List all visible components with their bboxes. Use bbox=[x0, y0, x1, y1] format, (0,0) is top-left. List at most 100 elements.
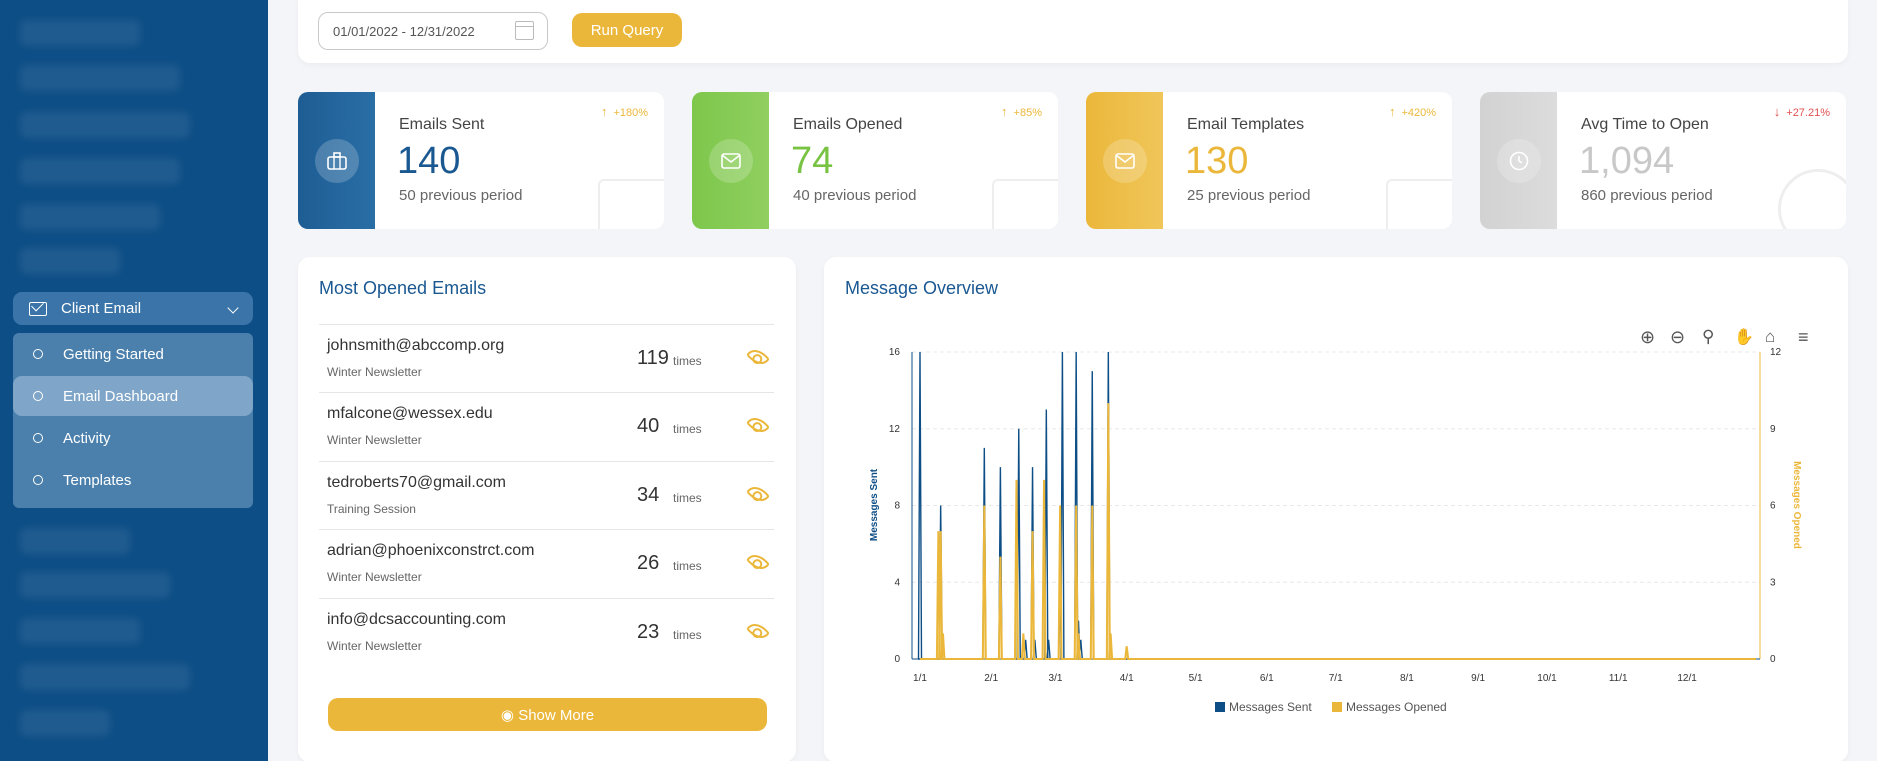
sidebar-item-label: Getting Started bbox=[63, 345, 164, 363]
sidebar-blurred-item[interactable] bbox=[20, 572, 170, 598]
email-address: johnsmith@abccomp.org bbox=[327, 337, 505, 354]
y-left-tick-label: 4 bbox=[894, 577, 900, 588]
sidebar-blurred-item[interactable] bbox=[20, 664, 190, 690]
times-label: times bbox=[673, 354, 702, 368]
x-tick-label: 7/1 bbox=[1329, 673, 1343, 684]
zoom-out-icon[interactable]: ⊖ bbox=[1670, 327, 1686, 347]
open-count: 26 bbox=[637, 552, 660, 574]
sidebar-blurred-item[interactable] bbox=[20, 528, 130, 554]
stat-previous: 50 previous period bbox=[399, 187, 523, 204]
message-overview-panel: Message Overview ⊕ ⊖ ⚲ ✋ ⌂ ≡ 0 4 8 12 16 0 3 6… bbox=[824, 257, 1848, 761]
stat-band bbox=[1086, 92, 1163, 229]
email-address: mfalcone@wessex.edu bbox=[327, 405, 493, 422]
briefcase-watermark-icon bbox=[598, 179, 664, 229]
stat-band bbox=[692, 92, 769, 229]
menu-icon[interactable]: ≡ bbox=[1798, 327, 1809, 347]
sidebar-item-label: Email Dashboard bbox=[63, 387, 179, 405]
envelope-icon bbox=[29, 301, 47, 316]
eye-icon[interactable] bbox=[745, 412, 771, 438]
calendar-icon[interactable] bbox=[515, 21, 534, 40]
email-subject: Winter Newsletter bbox=[327, 433, 422, 447]
legend-swatch-messages-sent[interactable] bbox=[1215, 702, 1225, 712]
home-reset-icon[interactable]: ⌂ bbox=[1765, 327, 1776, 346]
run-query-button[interactable]: Run Query bbox=[572, 13, 682, 47]
briefcase-icon bbox=[314, 138, 359, 183]
panel-title: Message Overview bbox=[845, 278, 999, 298]
sidebar-item-activity[interactable]: Activity bbox=[13, 418, 253, 458]
eye-icon: ◉ bbox=[500, 706, 519, 724]
zoom-in-icon[interactable]: ⊕ bbox=[1640, 327, 1656, 347]
stat-title: Email Templates bbox=[1187, 116, 1305, 133]
open-count: 40 bbox=[637, 415, 660, 437]
stat-delta: ↑ +420% bbox=[1388, 104, 1436, 119]
stat-value: 1,094 bbox=[1579, 140, 1675, 182]
arrow-up-icon: ↑ bbox=[1388, 104, 1396, 119]
email-subject: Winter Newsletter bbox=[327, 639, 422, 653]
stat-value: 74 bbox=[791, 140, 834, 182]
sidebar-blurred-item[interactable] bbox=[20, 112, 190, 138]
sidebar-blurred-item[interactable] bbox=[20, 20, 140, 46]
email-address: adrian@phoenixconstrct.com bbox=[327, 542, 535, 559]
eye-icon[interactable] bbox=[745, 344, 771, 370]
legend-swatch-messages-opened[interactable] bbox=[1332, 702, 1342, 712]
arrow-down-icon: ↓ bbox=[1773, 104, 1781, 119]
eye-icon[interactable] bbox=[745, 481, 771, 507]
x-tick-label: 11/1 bbox=[1609, 673, 1628, 684]
sidebar-group-client-email[interactable]: Client Email bbox=[13, 292, 253, 325]
query-bar: Run Query bbox=[298, 0, 1848, 63]
times-label: times bbox=[673, 491, 702, 505]
stat-delta: ↑ +85% bbox=[1001, 104, 1042, 119]
y-axis-left-title: Messages Sent bbox=[869, 468, 880, 541]
y-right-tick-label: 6 bbox=[1770, 501, 1776, 512]
legend-label-messages-sent[interactable]: Messages Sent bbox=[1229, 700, 1312, 714]
sidebar-item-templates[interactable]: Templates bbox=[13, 460, 253, 500]
times-label: times bbox=[673, 559, 702, 573]
legend-label-messages-opened[interactable]: Messages Opened bbox=[1346, 700, 1447, 714]
list-item: johnsmith@abccomp.org Winter Newsletter … bbox=[319, 324, 774, 392]
stat-card-emails-opened: Emails Opened 74 40 previous period ↑ +85… bbox=[692, 92, 1058, 229]
x-tick-label: 12/1 bbox=[1677, 673, 1697, 684]
stat-value: 130 bbox=[1185, 140, 1249, 182]
sidebar-blurred-item[interactable] bbox=[20, 204, 160, 230]
stat-previous: 860 previous period bbox=[1581, 187, 1713, 204]
email-subject: Winter Newsletter bbox=[327, 570, 422, 584]
y-left-tick-label: 8 bbox=[894, 501, 900, 512]
sidebar-blurred-item[interactable] bbox=[20, 618, 140, 644]
sidebar-item-label: Templates bbox=[63, 471, 132, 489]
chevron-down-icon[interactable] bbox=[227, 302, 239, 314]
date-range-input[interactable] bbox=[318, 12, 548, 50]
sidebar-item-label: Activity bbox=[63, 429, 111, 447]
stat-value: 140 bbox=[397, 140, 461, 182]
pan-hand-icon[interactable]: ✋ bbox=[1734, 329, 1754, 346]
sidebar: Client Email Getting Started Email Dashb… bbox=[0, 0, 268, 761]
sidebar-blurred-item[interactable] bbox=[20, 248, 120, 274]
list-item: tedroberts70@gmail.com Training Session … bbox=[319, 461, 774, 529]
sidebar-blurred-item[interactable] bbox=[20, 158, 180, 184]
eye-icon[interactable] bbox=[745, 618, 771, 644]
envelope-icon bbox=[708, 138, 753, 183]
sidebar-item-email-dashboard[interactable]: Email Dashboard bbox=[13, 376, 253, 416]
show-more-button[interactable]: ◉ Show More bbox=[328, 698, 767, 731]
sidebar-blurred-item[interactable] bbox=[20, 710, 110, 736]
list-item: info@dcsaccounting.com Winter Newsletter… bbox=[319, 598, 774, 666]
magnifier-icon[interactable]: ⚲ bbox=[1702, 327, 1715, 346]
panel-title: Most Opened Emails bbox=[319, 278, 487, 298]
y-right-tick-label: 9 bbox=[1770, 424, 1776, 435]
clock-icon bbox=[1496, 138, 1541, 183]
stat-title: Avg Time to Open bbox=[1581, 116, 1709, 133]
list-item: adrian@phoenixconstrct.com Winter Newsle… bbox=[319, 529, 774, 597]
stat-previous: 25 previous period bbox=[1187, 187, 1311, 204]
envelope-watermark-icon bbox=[992, 179, 1058, 229]
times-label: times bbox=[673, 628, 702, 642]
stat-card-emails-sent: Emails Sent 140 50 previous period ↑ +180… bbox=[298, 92, 664, 229]
arrow-up-icon: ↑ bbox=[600, 104, 608, 119]
x-tick-label: 3/1 bbox=[1049, 673, 1063, 684]
email-address: tedroberts70@gmail.com bbox=[327, 474, 506, 491]
series-line-messages-opened bbox=[920, 403, 1756, 660]
x-tick-label: 5/1 bbox=[1189, 673, 1203, 684]
eye-icon[interactable] bbox=[745, 549, 771, 575]
sidebar-item-getting-started[interactable]: Getting Started bbox=[13, 334, 253, 374]
list-item: mfalcone@wessex.edu Winter Newsletter 40… bbox=[319, 392, 774, 460]
message-overview-chart: 0 4 8 12 16 0 3 6 9 12 1/1 2/1 3/1 4/1 5/1 6/1 7/1 8/1 9… bbox=[869, 347, 1802, 714]
sidebar-blurred-item[interactable] bbox=[20, 65, 180, 91]
